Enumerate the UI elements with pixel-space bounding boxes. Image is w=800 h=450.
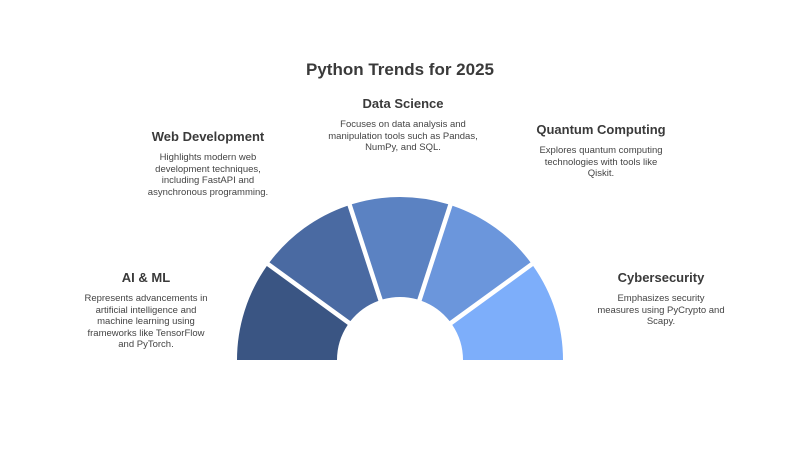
topic-description: Represents advancements in artificial in… bbox=[84, 293, 208, 350]
topic-data-science: Data Science Focuses on data analysis an… bbox=[328, 96, 478, 154]
segment-web-development bbox=[269, 205, 379, 322]
diagram-title: Python Trends for 2025 bbox=[306, 60, 494, 79]
segment-cybersecurity bbox=[452, 266, 563, 360]
segment-quantum-computing bbox=[421, 205, 531, 322]
segment-ai-ml bbox=[237, 266, 348, 360]
topic-description: Focuses on data analysis and manipulatio… bbox=[328, 119, 478, 153]
topic-description: Explores quantum computing technologies … bbox=[539, 145, 663, 179]
segment-data-science bbox=[351, 196, 449, 300]
topic-web-development: Web Development Highlights modern web de… bbox=[138, 129, 278, 198]
topic-title: Data Science bbox=[362, 96, 444, 111]
topic-title: AI & ML bbox=[121, 270, 171, 285]
topic-description: Emphasizes security measures using PyCry… bbox=[597, 293, 725, 327]
topic-cybersecurity: Cybersecurity Emphasizes security measur… bbox=[596, 270, 726, 328]
topic-ai-ml: AI & ML Represents advancements in artif… bbox=[82, 270, 210, 351]
topic-title: Web Development bbox=[151, 129, 265, 144]
topic-title: Cybersecurity bbox=[617, 270, 705, 285]
topic-quantum-computing: Quantum Computing Explores quantum compu… bbox=[536, 122, 666, 180]
topic-description: Highlights modern web development techni… bbox=[147, 152, 269, 198]
topic-title: Quantum Computing bbox=[536, 122, 666, 137]
